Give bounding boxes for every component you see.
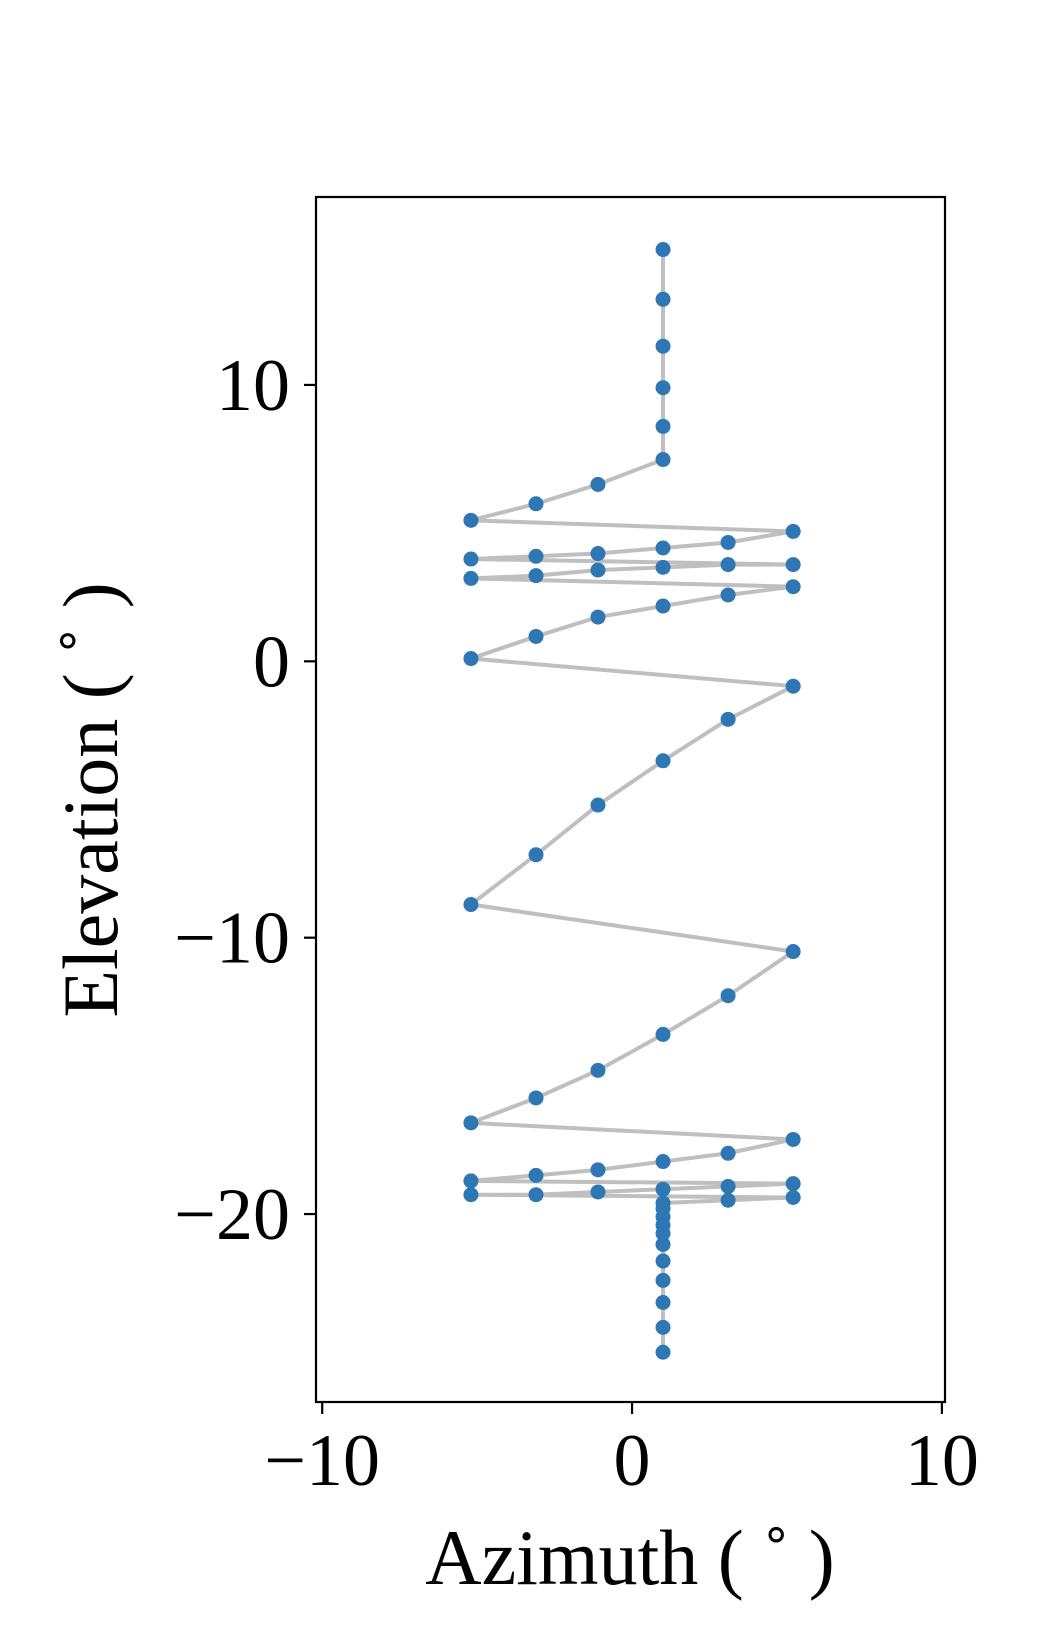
data-point xyxy=(720,534,736,550)
y-tick-label: −10 xyxy=(174,898,290,980)
data-point xyxy=(528,1090,544,1106)
data-point xyxy=(463,897,479,913)
data-point xyxy=(655,418,671,434)
data-point xyxy=(463,551,479,567)
data-point xyxy=(655,380,671,396)
data-point xyxy=(590,1062,606,1078)
data-point xyxy=(528,548,544,564)
data-point xyxy=(590,1184,606,1200)
data-point xyxy=(655,540,671,556)
data-point xyxy=(463,1173,479,1189)
data-point xyxy=(655,1026,671,1042)
data-point xyxy=(655,242,671,258)
data-point xyxy=(655,1272,671,1288)
data-point xyxy=(590,1162,606,1178)
data-point xyxy=(655,753,671,769)
ticks-layer: −10 0 10 −20 −10 0 10 xyxy=(174,345,979,1502)
data-point xyxy=(590,562,606,578)
data-point xyxy=(528,847,544,863)
data-point xyxy=(785,579,801,595)
data-point xyxy=(655,1236,671,1252)
data-point xyxy=(528,568,544,584)
data-point xyxy=(590,476,606,492)
y-tick-label: 0 xyxy=(253,621,290,703)
data-point xyxy=(655,1319,671,1335)
plot-frame xyxy=(314,195,947,1404)
data-point xyxy=(720,587,736,603)
data-point xyxy=(655,338,671,354)
data-point xyxy=(785,1131,801,1147)
data-point xyxy=(528,628,544,644)
plot-background xyxy=(316,197,945,1402)
data-point xyxy=(590,797,606,813)
data-point xyxy=(655,1181,671,1197)
y-axis-title: Elevation ( ˚ ) xyxy=(47,582,134,1017)
data-point xyxy=(655,1295,671,1310)
x-tick-label: 0 xyxy=(614,1420,651,1502)
series-layer xyxy=(463,242,801,1360)
x-tick-label: −10 xyxy=(264,1420,380,1502)
data-point xyxy=(655,291,671,307)
x-tick-label: 10 xyxy=(905,1420,979,1502)
data-point xyxy=(463,570,479,586)
data-point xyxy=(785,523,801,539)
data-point xyxy=(655,1344,671,1360)
data-point xyxy=(528,1187,544,1203)
data-point xyxy=(785,557,801,573)
data-point xyxy=(720,988,736,1004)
data-point xyxy=(590,546,606,562)
data-point xyxy=(655,598,671,614)
data-point xyxy=(463,512,479,528)
data-point xyxy=(720,1178,736,1194)
data-point xyxy=(528,496,544,512)
data-point xyxy=(785,678,801,694)
y-tick-label: −20 xyxy=(174,1174,290,1256)
data-point xyxy=(720,1145,736,1161)
data-point xyxy=(720,711,736,727)
data-point xyxy=(655,1225,671,1241)
data-point xyxy=(655,1253,671,1269)
data-point xyxy=(720,557,736,573)
data-point xyxy=(655,1154,671,1170)
data-point xyxy=(720,1192,736,1208)
y-tick-label: 10 xyxy=(216,345,290,427)
data-point xyxy=(463,651,479,667)
data-point xyxy=(655,559,671,575)
data-point xyxy=(655,452,671,468)
data-point xyxy=(590,609,606,625)
data-point xyxy=(463,1115,479,1131)
data-point xyxy=(785,944,801,960)
data-point xyxy=(528,1167,544,1183)
data-point xyxy=(463,1187,479,1203)
data-point xyxy=(785,1176,801,1192)
series-line xyxy=(468,247,796,1355)
data-point xyxy=(785,1189,801,1205)
x-axis-title: Azimuth ( ˚ ) xyxy=(425,1514,834,1601)
